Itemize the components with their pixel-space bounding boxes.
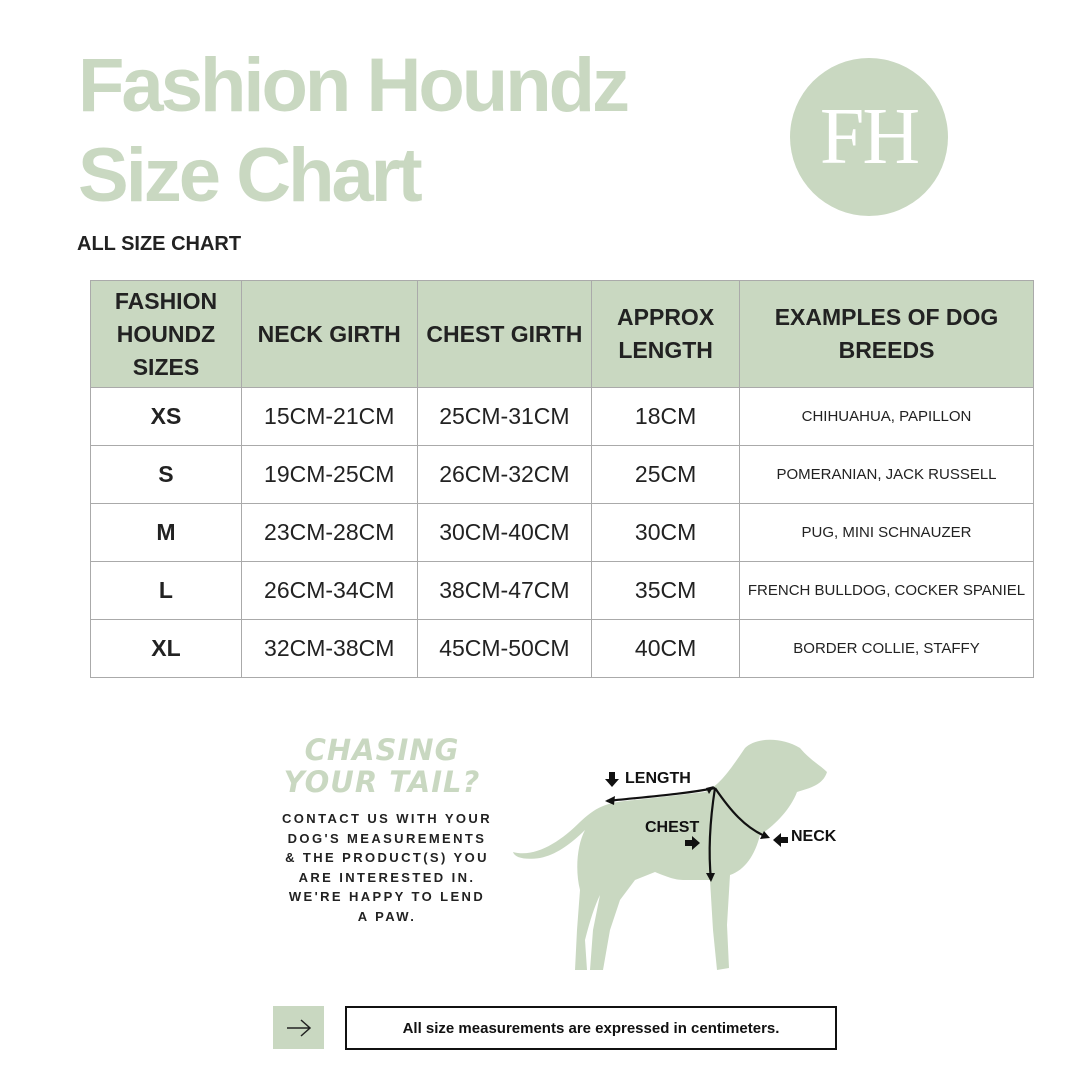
breeds-cell: BORDER COLLIE, STAFFY [739, 619, 1034, 678]
size-cell: XS [90, 387, 242, 446]
logo-text: FH [819, 92, 920, 181]
table-row: XS 15CM-21CM 25CM-31CM 18CM CHIHUAHUA, PAPIL… [90, 387, 1034, 446]
brand-logo: FH [790, 58, 948, 216]
note-text: All size measurements are expressed in c… [402, 1019, 780, 1037]
column-header: FASHION HOUNDZ SIZES [90, 280, 242, 388]
chest-girth-cell: 45CM-50CM [416, 619, 593, 678]
neck-girth-cell: 23CM-28CM [240, 503, 418, 562]
size-cell: M [90, 503, 242, 562]
size-cell: XL [90, 619, 242, 678]
chest-girth-cell: 38CM-47CM [416, 561, 593, 620]
length-cell: 18CM [591, 387, 741, 446]
chest-girth-cell: 26CM-32CM [416, 445, 593, 504]
promo-body: CONTACT US WITH YOUR DOG'S MEASUREMENTS … [282, 811, 493, 924]
size-chart-table: FASHION HOUNDZ SIZES NECK GIRTH CHEST GIRT… [90, 280, 1034, 678]
size-cell: L [90, 561, 242, 620]
breeds-cell: POMERANIAN, JACK RUSSELL [739, 445, 1034, 504]
length-label: LENGTH [625, 770, 691, 787]
column-header: CHEST GIRTH [416, 280, 593, 388]
neck-girth-cell: 32CM-38CM [240, 619, 418, 678]
chest-girth-cell: 30CM-40CM [416, 503, 593, 562]
column-header: EXAMPLES OF DOG BREEDS [739, 280, 1034, 388]
neck-girth-cell: 26CM-34CM [240, 561, 418, 620]
length-cell: 25CM [591, 445, 741, 504]
breeds-cell: FRENCH BULLDOG, COCKER SPANIEL [739, 561, 1034, 620]
table-row: L 26CM-34CM 38CM-47CM 35CM FRENCH BULLDOG, C… [90, 561, 1034, 620]
neck-label: NECK [791, 828, 837, 845]
length-cell: 30CM [591, 503, 741, 562]
column-header: NECK GIRTH [240, 280, 418, 388]
length-cell: 35CM [591, 561, 741, 620]
table-row: M 23CM-28CM 30CM-40CM 30CM PUG, MINI SCHNAUZ… [90, 503, 1034, 562]
promo-heading: CHASING YOUR TAIL? [283, 733, 481, 799]
arrow-right-icon [273, 1006, 324, 1049]
section-subtitle: ALL SIZE CHART [77, 233, 242, 255]
breeds-cell: CHIHUAHUA, PAPILLON [739, 387, 1034, 446]
chest-label: CHEST [645, 819, 700, 836]
length-cell: 40CM [591, 619, 741, 678]
measurement-note: All size measurements are expressed in c… [345, 1006, 837, 1050]
table-row: S 19CM-25CM 26CM-32CM 25CM POMERANIAN, JACK … [90, 445, 1034, 504]
dog-silhouette-icon [513, 739, 827, 970]
size-cell: S [90, 445, 242, 504]
neck-girth-cell: 15CM-21CM [240, 387, 418, 446]
page-title-line2: Size Chart [78, 133, 423, 218]
chest-girth-cell: 25CM-31CM [416, 387, 593, 446]
column-header: APPROX LENGTH [591, 280, 741, 388]
page-title-line1: Fashion Houndz [78, 43, 630, 128]
breeds-cell: PUG, MINI SCHNAUZER [739, 503, 1034, 562]
table-row: XL 32CM-38CM 45CM-50CM 40CM BORDER COLLIE, S… [90, 619, 1034, 678]
neck-girth-cell: 19CM-25CM [240, 445, 418, 504]
